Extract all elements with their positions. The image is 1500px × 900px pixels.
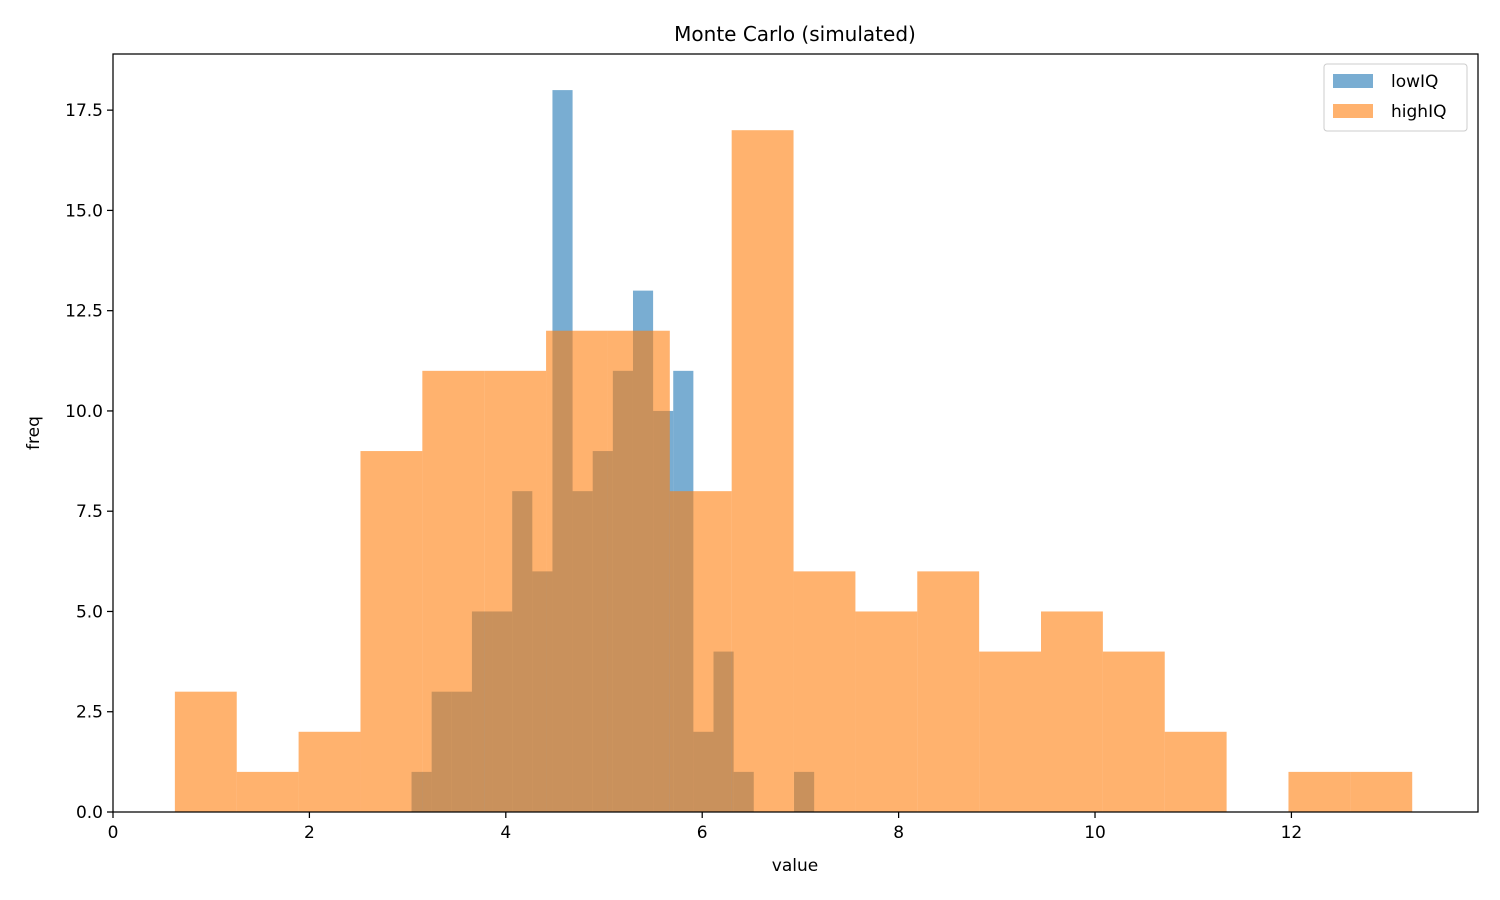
x-tick-label: 12: [1281, 823, 1303, 843]
bar-highIQ-7: [607, 330, 670, 812]
bar-highIQ-8: [669, 491, 732, 812]
plot-frame: [112, 53, 1479, 813]
y-axis-title: freq: [24, 416, 44, 450]
legend-swatch-highIQ: [1333, 104, 1373, 118]
x-axis-title: value: [772, 856, 818, 876]
y-tick-label: 0.0: [76, 803, 103, 823]
x-tick-label: 0: [108, 823, 119, 843]
legend-label-highIQ: highIQ: [1391, 102, 1446, 122]
bar-highIQ-0: [174, 691, 237, 812]
bars-layer: [174, 90, 1413, 813]
bar-highIQ-4: [422, 370, 485, 812]
bar-highIQ-6: [546, 330, 608, 812]
y-tick-label: 5.0: [76, 602, 103, 622]
y-tick-label: 2.5: [76, 703, 103, 723]
bar-highIQ-12: [917, 571, 980, 812]
bar-highIQ-2: [298, 731, 361, 812]
bar-highIQ-13: [979, 651, 1042, 812]
bar-highIQ-16: [1164, 731, 1227, 812]
chart-title: Monte Carlo (simulated): [674, 22, 916, 46]
bar-highIQ-11: [855, 611, 918, 812]
bar-highIQ-1: [236, 771, 299, 812]
y-tick-label: 10.0: [65, 402, 103, 422]
x-tick-label: 8: [893, 823, 904, 843]
bar-highIQ-10: [793, 571, 856, 812]
y-tick-label: 15.0: [65, 201, 103, 221]
legend-label-lowIQ: lowIQ: [1391, 72, 1438, 92]
legend-swatch-lowIQ: [1333, 74, 1373, 88]
x-tick-label: 4: [500, 823, 511, 843]
series-highIQ: [174, 130, 1413, 812]
axes-layer: 0 2 4 6 8 10 12 0.0 2.5 5.0 7.5 10.0 12.5 15.0 17.5: [65, 53, 1479, 843]
y-tick-label: 17.5: [65, 101, 103, 121]
x-tick-label: 2: [304, 823, 315, 843]
bar-highIQ-14: [1041, 611, 1103, 812]
bar-highIQ-19: [1350, 771, 1413, 812]
x-tick-label: 10: [1084, 823, 1106, 843]
legend: lowIQ highIQ: [1323, 63, 1468, 132]
bar-highIQ-18: [1288, 771, 1351, 812]
bar-highIQ-5: [484, 370, 547, 812]
bar-highIQ-3: [360, 451, 423, 812]
y-tick-label: 12.5: [65, 302, 103, 322]
bar-highIQ-15: [1102, 651, 1165, 812]
x-tick-label: 6: [697, 823, 708, 843]
bar-highIQ-9: [731, 130, 794, 812]
y-tick-label: 7.5: [76, 502, 103, 522]
